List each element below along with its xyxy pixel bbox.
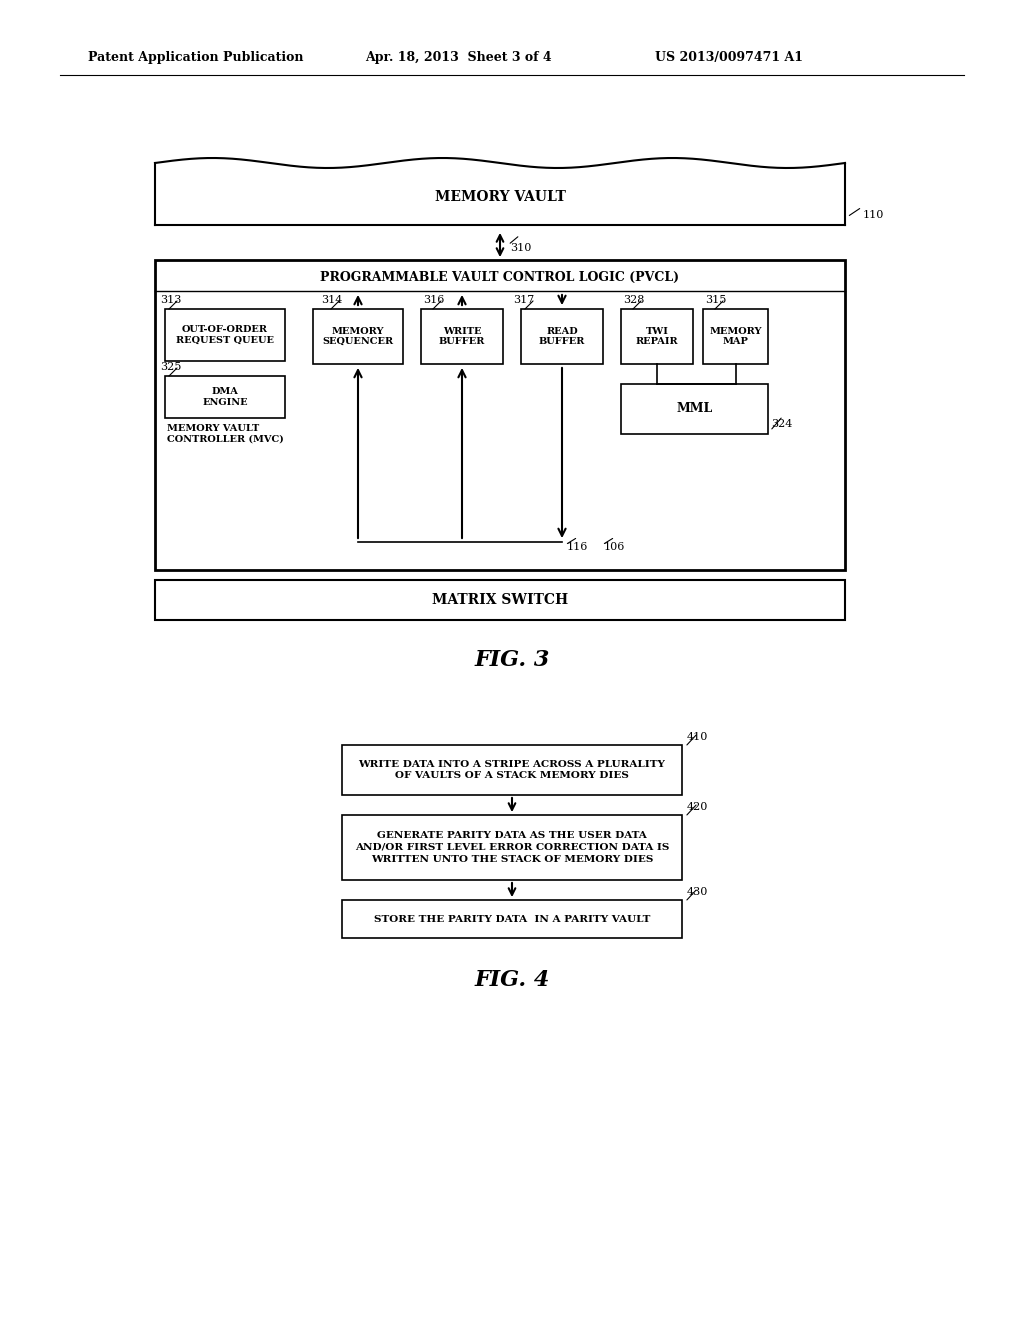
- Text: STORE THE PARITY DATA  IN A PARITY VAULT: STORE THE PARITY DATA IN A PARITY VAULT: [374, 915, 650, 924]
- Text: 430: 430: [687, 887, 709, 898]
- Text: 116: 116: [567, 543, 589, 552]
- Text: 324: 324: [771, 418, 793, 429]
- Text: MEMORY VAULT: MEMORY VAULT: [434, 190, 565, 205]
- Text: US 2013/0097471 A1: US 2013/0097471 A1: [655, 51, 803, 65]
- Bar: [621, 309, 693, 364]
- Text: MEMORY
MAP: MEMORY MAP: [710, 327, 762, 346]
- Bar: [155, 579, 845, 620]
- Text: 420: 420: [687, 803, 709, 812]
- Bar: [155, 260, 845, 570]
- Bar: [313, 309, 403, 364]
- Text: 410: 410: [687, 733, 709, 742]
- Text: 317: 317: [513, 294, 535, 305]
- Text: READ
BUFFER: READ BUFFER: [539, 327, 585, 346]
- Text: MEMORY VAULT
CONTROLLER (MVC): MEMORY VAULT CONTROLLER (MVC): [167, 424, 284, 444]
- Bar: [165, 376, 285, 418]
- Bar: [342, 814, 682, 880]
- Bar: [421, 309, 503, 364]
- Text: Apr. 18, 2013  Sheet 3 of 4: Apr. 18, 2013 Sheet 3 of 4: [365, 51, 552, 65]
- Text: WRITE
BUFFER: WRITE BUFFER: [439, 327, 485, 346]
- Text: MATRIX SWITCH: MATRIX SWITCH: [432, 593, 568, 607]
- Text: FIG. 4: FIG. 4: [474, 969, 550, 991]
- Text: PROGRAMMABLE VAULT CONTROL LOGIC (PVCL): PROGRAMMABLE VAULT CONTROL LOGIC (PVCL): [321, 271, 680, 284]
- Text: GENERATE PARITY DATA AS THE USER DATA
AND/OR FIRST LEVEL ERROR CORRECTION DATA I: GENERATE PARITY DATA AS THE USER DATA AN…: [354, 832, 670, 863]
- Text: Patent Application Publication: Patent Application Publication: [88, 51, 303, 65]
- Text: 106: 106: [604, 543, 626, 552]
- Bar: [342, 744, 682, 795]
- Text: 310: 310: [510, 243, 531, 253]
- Text: 316: 316: [423, 294, 444, 305]
- Text: WRITE DATA INTO A STRIPE ACROSS A PLURALITY
OF VAULTS OF A STACK MEMORY DIES: WRITE DATA INTO A STRIPE ACROSS A PLURAL…: [358, 759, 666, 780]
- Text: 313: 313: [160, 294, 181, 305]
- Text: 315: 315: [705, 294, 726, 305]
- Text: DMA
ENGINE: DMA ENGINE: [202, 387, 248, 407]
- Text: 328: 328: [623, 294, 644, 305]
- Text: 325: 325: [160, 362, 181, 372]
- Bar: [621, 384, 768, 434]
- Text: MEMORY
SEQUENCER: MEMORY SEQUENCER: [323, 327, 393, 346]
- Text: MML: MML: [677, 403, 713, 416]
- Bar: [703, 309, 768, 364]
- Bar: [521, 309, 603, 364]
- Text: FIG. 3: FIG. 3: [474, 649, 550, 671]
- Bar: [165, 309, 285, 360]
- Text: 314: 314: [321, 294, 342, 305]
- Bar: [342, 900, 682, 939]
- Text: 110: 110: [863, 210, 885, 220]
- Text: OUT-OF-ORDER
REQUEST QUEUE: OUT-OF-ORDER REQUEST QUEUE: [176, 325, 274, 345]
- Text: TWI
REPAIR: TWI REPAIR: [636, 327, 678, 346]
